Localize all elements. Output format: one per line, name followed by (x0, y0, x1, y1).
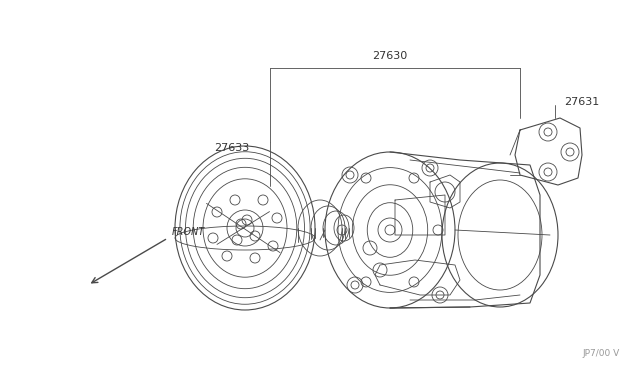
Text: JP7/00 V: JP7/00 V (583, 349, 620, 358)
Text: FRONT: FRONT (172, 227, 205, 237)
Text: 27631: 27631 (564, 97, 600, 107)
Text: 27630: 27630 (372, 51, 408, 61)
Text: 27633: 27633 (214, 143, 250, 153)
